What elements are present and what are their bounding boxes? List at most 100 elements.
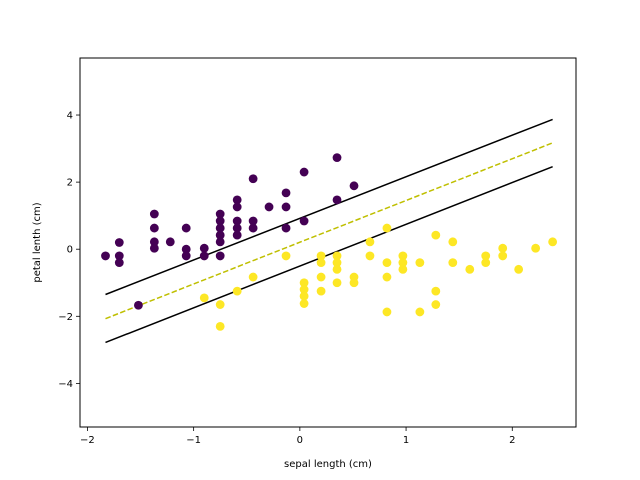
- scatter-point-class-1: [215, 300, 225, 309]
- scatter-point-class-0: [264, 202, 274, 212]
- scatter-point-class-0: [114, 251, 124, 261]
- scatter-point-class-1: [316, 251, 326, 261]
- scatter-point-class-1: [332, 258, 342, 268]
- scatter-point-class-1: [415, 307, 425, 317]
- y-tick-label: −4: [58, 379, 73, 390]
- scatter-point-class-1: [382, 272, 392, 282]
- scatter-point-class-0: [281, 188, 291, 198]
- scatter-point-class-0: [199, 251, 209, 261]
- margin-upper-line: [105, 118, 553, 296]
- scatter-point-class-1: [365, 237, 375, 247]
- scatter-point-class-1: [382, 307, 392, 317]
- x-axis-ticks: −2 −1 0 1 2: [80, 427, 515, 446]
- x-tick-label: 1: [403, 435, 409, 446]
- scatter-point-class-0: [332, 153, 342, 163]
- scatter-point-class-1: [215, 321, 225, 331]
- scatter-point-class-0: [349, 181, 359, 191]
- scatter-point-class-1: [514, 264, 524, 274]
- scatter-point-class-1: [365, 251, 375, 261]
- scatter-point-class-0: [149, 209, 159, 219]
- scatter-point-class-1: [548, 237, 558, 247]
- y-axis-ticks: −4 −2 0 2 4: [58, 111, 80, 390]
- scatter-point-class-1: [349, 278, 359, 288]
- scatter-point-class-0: [134, 300, 143, 310]
- scatter-point-class-0: [215, 251, 225, 261]
- y-tick-label: −2: [58, 312, 73, 323]
- scatter-point-class-1: [431, 300, 441, 309]
- scatter-point-class-1: [431, 230, 441, 240]
- scatter-point-class-1: [299, 285, 309, 294]
- scatter-point-class-1: [481, 258, 491, 268]
- scatter-point-class-1: [299, 299, 309, 308]
- decision-boundary-line: [105, 142, 553, 320]
- scatter-point-class-1: [316, 272, 326, 282]
- margin-lower-line: [105, 165, 553, 344]
- scatter-point-class-1: [332, 251, 342, 261]
- scatter-point-class-0: [281, 202, 291, 212]
- scatter-point-class-1: [398, 251, 408, 261]
- y-tick-label: 0: [67, 245, 73, 256]
- scatter-point-class-1: [398, 258, 408, 268]
- scatter-point-class-0: [248, 174, 258, 184]
- scatter-point-class-0: [248, 223, 258, 233]
- scatter-point-class-0: [215, 223, 225, 233]
- scatter-point-class-1: [232, 286, 242, 296]
- scatter-point-class-0: [149, 223, 159, 233]
- x-tick-label: 2: [509, 435, 515, 446]
- scatter-point-class-1: [316, 286, 326, 296]
- scatter-point-class-1: [299, 278, 309, 288]
- scatter-point-class-0: [232, 195, 242, 205]
- scatter-point-class-0: [149, 243, 159, 253]
- scatter-point-class-1: [498, 251, 508, 261]
- scatter-point-class-1: [415, 258, 425, 268]
- scatter-point-class-0: [215, 237, 225, 247]
- scatter-point-class-1: [281, 251, 291, 261]
- scatter-point-class-0: [215, 230, 225, 240]
- scatter-point-class-0: [332, 195, 342, 205]
- scatter-point-class-0: [232, 202, 242, 212]
- scatter-point-class-0: [181, 223, 191, 233]
- scatter-point-class-1: [498, 243, 508, 253]
- scatter-point-class-1: [248, 272, 258, 282]
- scatter-point-class-0: [232, 223, 242, 233]
- scatter-point-class-1: [332, 278, 342, 288]
- scatter-point-class-0: [232, 216, 242, 226]
- scatter-point-class-1: [332, 264, 342, 274]
- x-tick-label: −2: [80, 435, 95, 446]
- scatter-point-class-1: [481, 251, 491, 261]
- y-tick-label: 4: [67, 111, 73, 122]
- scatter-point-class-0: [181, 251, 191, 261]
- scatter-point-class-0: [114, 238, 124, 247]
- lines-layer: [105, 118, 553, 344]
- x-axis-label: sepal length (cm): [284, 459, 372, 470]
- scatter-point-class-0: [299, 216, 309, 226]
- y-axis-label: petal lenth (cm): [32, 202, 43, 282]
- scatter-point-class-1: [382, 258, 392, 268]
- scatter-point-class-0: [215, 209, 225, 219]
- plot-frame: [79, 57, 577, 428]
- scatter-point-class-1: [465, 264, 475, 274]
- scatter-point-class-1: [316, 258, 326, 268]
- scatter-point-class-1: [398, 264, 408, 274]
- scatter-point-class-0: [215, 216, 225, 226]
- scatter-point-class-0: [232, 230, 242, 240]
- points-layer: [101, 153, 558, 331]
- plot-area: [80, 58, 576, 427]
- scatter-point-class-0: [248, 216, 258, 226]
- scatter-point-class-1: [199, 293, 209, 303]
- scatter-point-class-0: [281, 223, 291, 233]
- scatter-point-class-0: [114, 258, 124, 268]
- scatter-point-class-0: [181, 244, 191, 254]
- scatter-point-class-0: [149, 237, 159, 247]
- x-tick-label: −1: [186, 435, 201, 446]
- x-tick-label: 0: [297, 435, 303, 446]
- scatter-point-class-1: [531, 243, 541, 253]
- y-tick-label: 2: [67, 178, 73, 189]
- scatter-point-class-1: [431, 286, 441, 296]
- scatter-point-class-1: [448, 258, 458, 268]
- scatter-point-class-1: [299, 291, 309, 301]
- scatter-point-class-0: [199, 243, 209, 253]
- scatter-point-class-0: [165, 237, 175, 247]
- scatter-point-class-1: [448, 237, 458, 247]
